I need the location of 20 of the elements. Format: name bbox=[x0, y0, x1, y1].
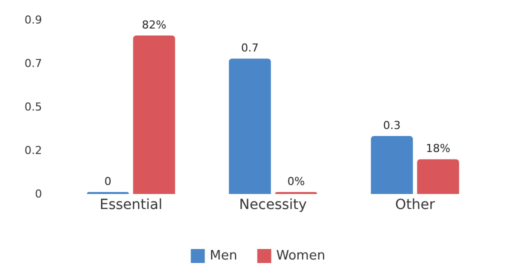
data-label: 18% bbox=[426, 142, 450, 156]
data-label: 0% bbox=[287, 175, 305, 188]
legend-label: Men bbox=[210, 248, 238, 264]
data-label: 0.7 bbox=[241, 42, 259, 55]
data-label: 0 bbox=[104, 175, 112, 188]
bar bbox=[370, 136, 413, 194]
x-tick-label: Other bbox=[395, 197, 436, 213]
y-tick-label: 0.2 bbox=[24, 144, 42, 157]
y-tick-label: 0.5 bbox=[24, 100, 42, 114]
bar bbox=[133, 35, 176, 194]
x-tick-label: Essential bbox=[100, 197, 162, 213]
y-tick-label: 0 bbox=[35, 188, 42, 200]
data-label: 82% bbox=[142, 18, 166, 32]
bar bbox=[417, 159, 460, 194]
data-label: 0.3 bbox=[383, 119, 401, 132]
x-tick-label: Necessity bbox=[239, 197, 307, 213]
bar bbox=[228, 58, 271, 194]
y-tick-label: 0.7 bbox=[24, 57, 42, 70]
legend-label: Women bbox=[276, 248, 326, 264]
y-tick-label: 0.9 bbox=[24, 14, 42, 26]
